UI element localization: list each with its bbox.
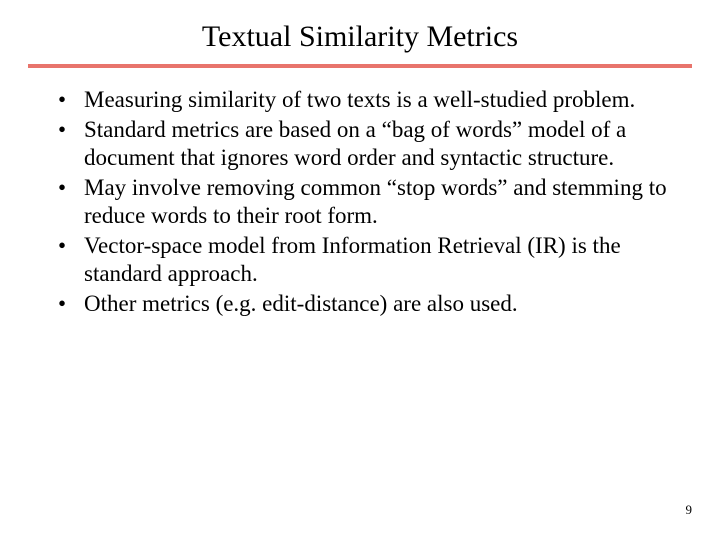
slide-title: Textual Similarity Metrics (48, 20, 672, 54)
bullet-item: Measuring similarity of two texts is a w… (54, 86, 672, 114)
bullet-item: Standard metrics are based on a “bag of … (54, 116, 672, 172)
page-number: 9 (686, 502, 693, 518)
bullet-item: Other metrics (e.g. edit-distance) are a… (54, 290, 672, 318)
title-divider (28, 64, 692, 68)
bullet-item: Vector-space model from Information Retr… (54, 232, 672, 288)
bullet-item: May involve removing common “stop words”… (54, 174, 672, 230)
slide: Textual Similarity Metrics Measuring sim… (0, 0, 720, 540)
bullet-list: Measuring similarity of two texts is a w… (48, 86, 672, 318)
